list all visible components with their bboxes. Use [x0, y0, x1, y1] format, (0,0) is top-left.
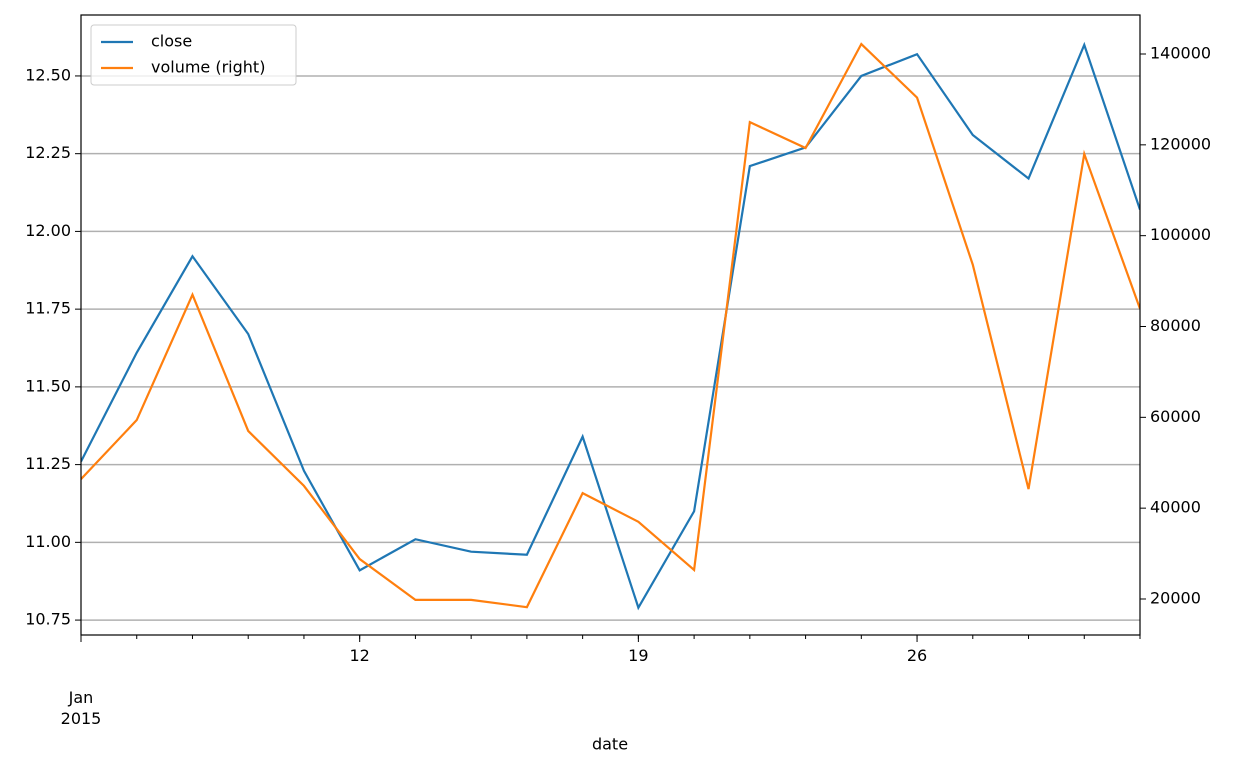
- legend-box: [90, 24, 297, 86]
- legend-label: close: [151, 32, 192, 51]
- y2-tick-label: 40000: [1150, 498, 1201, 517]
- y-tick-label: 11.75: [25, 299, 71, 318]
- y2-tick-label: 60000: [1150, 407, 1201, 426]
- x-tick-label: Jan 2015: [60, 688, 102, 728]
- series-line: [81, 42, 1140, 609]
- x-axis-label: date: [592, 735, 628, 754]
- plot-frame: [80, 14, 1141, 636]
- y-tick-label: 12.00: [25, 221, 71, 240]
- y2-tick-label: 80000: [1150, 316, 1201, 335]
- x-tick-label: 19: [628, 646, 649, 665]
- y2-tick-label: 120000: [1150, 134, 1211, 153]
- x-tick-label: 12: [349, 646, 370, 665]
- y-tick-label: 12.50: [25, 65, 71, 84]
- y-tick-label: 10.75: [25, 610, 71, 629]
- x-tick-label: 26: [906, 646, 928, 665]
- y-tick-label: 11.00: [25, 532, 71, 551]
- y2-tick-label: 140000: [1150, 44, 1211, 63]
- y-tick-label: 11.25: [25, 454, 71, 473]
- series-line: [81, 41, 1140, 611]
- y2-tick-label: 100000: [1150, 225, 1211, 244]
- legend-label: volume (right): [151, 58, 265, 77]
- y2-tick-label: 20000: [1150, 588, 1201, 607]
- y-tick-label: 11.50: [25, 376, 71, 395]
- y-tick-label: 12.25: [25, 143, 71, 162]
